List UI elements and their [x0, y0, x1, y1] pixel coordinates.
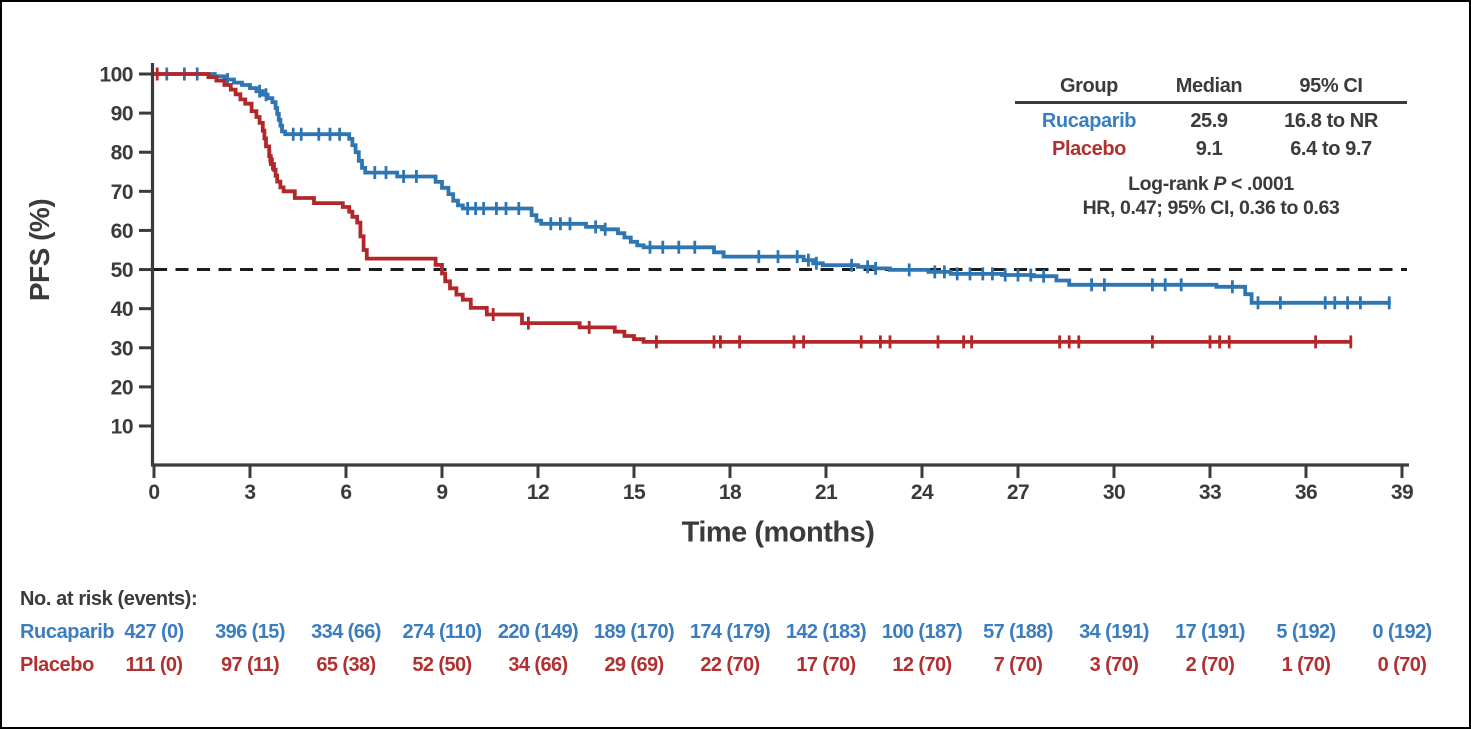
x-tick-label: 0 [148, 481, 159, 504]
placebo-ci-value: 6.4 to 9.7 [1290, 138, 1372, 160]
summary-table-header: Group Median 95% CI [1015, 72, 1407, 104]
x-tick-label: 15 [623, 481, 646, 504]
risk-value: 396 (15) [215, 621, 285, 643]
risk-value: 427 (0) [124, 621, 184, 643]
risk-value: 174 (179) [689, 621, 771, 643]
risk-value: 17 (191) [1175, 621, 1245, 643]
y-tick-label: 50 [111, 259, 133, 282]
risk-row-label: Rucaparib [20, 621, 115, 643]
x-tick-label: 3 [244, 481, 255, 504]
summary-header-group: Group [1060, 75, 1118, 97]
risk-value: 0 (70) [1377, 654, 1427, 676]
x-tick-label: 39 [1391, 481, 1413, 504]
y-tick-label: 100 [99, 64, 133, 87]
risk-value: 7 (70) [993, 654, 1043, 676]
y-tick-label: 60 [111, 220, 133, 243]
risk-value: 189 (170) [593, 621, 675, 643]
risk-value: 0 (192) [1372, 621, 1432, 643]
rucaparib-group-label: Rucaparib [1041, 110, 1137, 132]
risk-value: 22 (70) [700, 654, 760, 676]
y-tick-label: 10 [111, 415, 133, 438]
summary-header-median: Median [1175, 75, 1243, 97]
hazard-ratio-line: HR, 0.47; 95% CI, 0.36 to 0.63 [1082, 197, 1340, 219]
summary-header-ci: 95% CI [1299, 75, 1363, 97]
x-tick-label: 18 [719, 481, 742, 504]
risk-value: 274 (110) [402, 621, 482, 643]
x-tick-label: 30 [1103, 481, 1125, 504]
y-tick-label: 30 [111, 337, 133, 360]
p-symbol: P [1213, 173, 1227, 195]
risk-value: 142 (183) [785, 621, 867, 643]
y-tick-label: 40 [111, 298, 133, 321]
x-tick-label: 33 [1199, 481, 1221, 504]
rucaparib-median-value: 25.9 [1190, 110, 1228, 132]
risk-value: 52 (50) [412, 654, 472, 676]
risk-value: 34 (66) [508, 654, 568, 676]
risk-value: 220 (149) [497, 621, 579, 643]
placebo-group-label: Placebo [1052, 138, 1126, 160]
risk-row-rucaparib: Rucaparib 427 (0) 396 (15) 334 (66) 274 (110… [2, 621, 1469, 647]
placebo-median-value: 9.1 [1195, 138, 1223, 160]
risk-value: 97 (11) [220, 654, 280, 676]
risk-row-placebo: Placebo 111 (0) 97 (11) 65 (38) 52 (50) 34 (6… [2, 654, 1469, 680]
risk-value: 57 (188) [983, 621, 1053, 643]
y-tick-label: 20 [111, 376, 133, 399]
statistics-block: Log-rank P < .0001 HR, 0.47; 95% CI, 0.3… [1015, 172, 1407, 220]
risk-row-label: Placebo [20, 654, 94, 676]
y-tick-label: 70 [111, 181, 133, 204]
y-tick-label: 80 [111, 142, 133, 165]
x-tick-label: 12 [527, 481, 549, 504]
risk-value: 2 (70) [1185, 654, 1235, 676]
x-tick-label: 36 [1295, 481, 1317, 504]
y-tick-label: 90 [111, 103, 133, 126]
summary-row-rucaparib: Rucaparib 25.9 16.8 to NR [1015, 107, 1407, 135]
risk-value: 3 (70) [1089, 654, 1139, 676]
x-tick-label: 6 [340, 481, 351, 504]
risk-table-title: No. at risk (events): [20, 588, 198, 610]
risk-value: 111 (0) [125, 654, 184, 676]
summary-table: Group Median 95% CI Rucaparib 25.9 16.8 … [1015, 72, 1407, 220]
risk-value: 65 (38) [316, 654, 376, 676]
curve-placebo [154, 72, 1351, 344]
x-axis-title: Time (months) [681, 516, 875, 549]
rucaparib-ci-value: 16.8 to NR [1284, 110, 1378, 132]
risk-value: 17 (70) [796, 654, 856, 676]
x-tick-label: 24 [911, 481, 934, 504]
logrank-line: Log-rank P < .0001 [1128, 173, 1294, 195]
risk-value: 29 (69) [604, 654, 664, 676]
x-tick-label: 21 [815, 481, 838, 504]
risk-value: 334 (66) [311, 621, 381, 643]
summary-row-placebo: Placebo 9.1 6.4 to 9.7 [1015, 135, 1407, 163]
risk-value: 100 (187) [881, 621, 963, 643]
x-tick-label: 9 [436, 481, 447, 504]
risk-value: 34 (191) [1079, 621, 1149, 643]
x-tick-label: 27 [1007, 481, 1029, 504]
risk-value: 5 (192) [1276, 621, 1336, 643]
risk-value: 1 (70) [1281, 654, 1331, 676]
y-axis-title: PFS (%) [24, 198, 55, 302]
risk-value: 12 (70) [892, 654, 952, 676]
